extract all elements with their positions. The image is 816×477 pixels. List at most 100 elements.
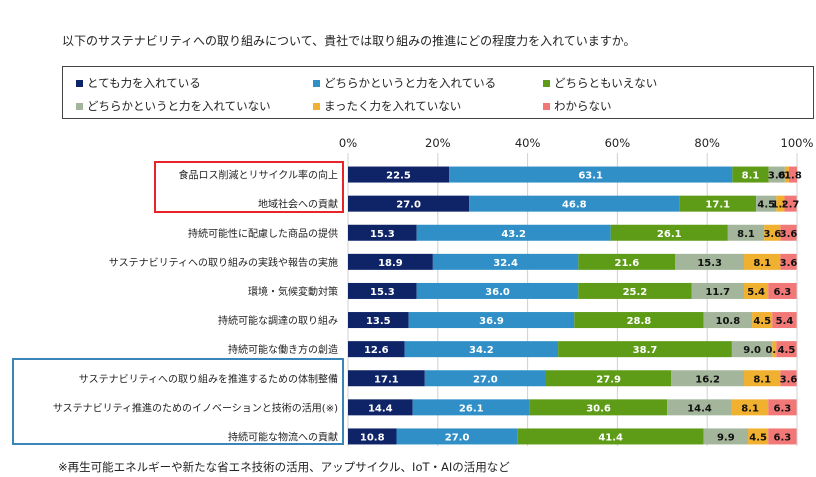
data-label: 4.5 (778, 345, 796, 356)
bar-segment (752, 312, 773, 329)
x-tick-label: 40% (515, 136, 541, 150)
bar-segment (768, 282, 797, 299)
bar-segment (517, 428, 704, 445)
bar-segment (449, 166, 733, 183)
bar-segment (578, 253, 676, 270)
data-label: 1.8 (784, 171, 802, 182)
x-tick-label: 60% (605, 136, 631, 150)
data-label: 18.9 (378, 258, 403, 269)
bar-segment (772, 312, 797, 329)
legend-item: わからない (543, 98, 612, 114)
bar-segment (731, 341, 773, 358)
data-label: 8.1 (753, 258, 771, 269)
data-label: 2.7 (782, 200, 800, 211)
data-label: 43.2 (501, 229, 526, 240)
highlight-box-blue (12, 358, 344, 445)
bar-segment (578, 282, 692, 299)
bar-segment (408, 312, 575, 329)
legend-swatch (543, 79, 550, 87)
data-label: 11.7 (705, 287, 730, 298)
bar-segment (780, 224, 797, 241)
data-label: 10.8 (716, 316, 741, 327)
data-label: 36.9 (479, 316, 504, 327)
data-label: 16.2 (695, 374, 720, 385)
bar-segment (744, 282, 769, 299)
legend-label: どちらかというと力を入れていない (87, 99, 271, 113)
bar-segment (348, 370, 425, 387)
data-label: 27.9 (596, 374, 621, 385)
category-label: 持続可能な物流への貢献 (228, 430, 338, 443)
data-label: 27.0 (396, 200, 421, 211)
data-label: 41.4 (598, 432, 623, 443)
data-label: 8.1 (741, 403, 759, 414)
data-label: 46.8 (562, 200, 587, 211)
category-label: 食品ロス削減とリサイクル率の向上 (179, 169, 339, 182)
bar-segment (667, 399, 732, 416)
data-label: 6.3 (774, 287, 792, 298)
data-label: 25.2 (623, 287, 648, 298)
bar-segment (348, 428, 397, 445)
data-label: 3.6 (763, 229, 781, 240)
bar-segment (348, 399, 413, 416)
legend-swatch (313, 79, 320, 87)
bar-segment (776, 195, 785, 212)
data-label: 13.5 (366, 316, 391, 327)
data-label: 17.1 (374, 374, 399, 385)
bar-segment (691, 282, 745, 299)
data-label: 28.8 (627, 316, 652, 327)
bar-segment (424, 370, 547, 387)
bar-segment (432, 253, 579, 270)
data-label: 4.5 (749, 432, 767, 443)
footnote: ※再生可能エネルギーや新たな省エネ技術の活用、アップサイクル、IoT・AIの活用… (58, 460, 510, 474)
bar-segment (404, 341, 559, 358)
legend-item: まったく力を入れていない (313, 98, 461, 114)
data-label: 0.9 (778, 171, 796, 182)
bar-segment (348, 224, 417, 241)
data-label: 9.9 (717, 432, 735, 443)
legend-swatch (76, 102, 83, 110)
bar-segment (776, 341, 797, 358)
bar-segment (348, 253, 433, 270)
bar-segment (412, 399, 530, 416)
data-label: 15.3 (697, 258, 722, 269)
legend-label: わからない (554, 99, 612, 113)
bar-segment (784, 166, 789, 183)
data-label: 3.6 (780, 374, 798, 385)
x-tick-label: 0% (339, 136, 357, 150)
legend-label: とても力を入れている (87, 76, 201, 90)
data-label: 14.4 (687, 403, 712, 414)
data-label: 4.5 (757, 200, 775, 211)
data-label: 1.8 (772, 200, 790, 211)
data-label: 6.3 (774, 403, 792, 414)
bar-segment (768, 428, 797, 445)
legend-item: どちらかというと力を入れていない (76, 98, 271, 114)
question-text: 以下のサステナビリティへの取り組みについて、貴社では取り組みの推進にどの程度力を… (62, 34, 636, 48)
legend-item: どちらかというと力を入れている (313, 75, 496, 91)
category-label: サステナビリティへの取り組みの実践や報告の実施 (109, 256, 338, 269)
data-label: 15.3 (370, 287, 395, 298)
bar-segment (744, 370, 781, 387)
x-tick-label: 100% (781, 136, 814, 150)
bar-segment (703, 428, 749, 445)
highlight-box-red (154, 161, 344, 213)
category-label: サステナビリティへの取り組みを推進するための体制整備 (79, 372, 338, 385)
data-label: 17.1 (705, 200, 730, 211)
bar-segment (703, 312, 753, 329)
category-label: 環境・気候変動対策 (248, 285, 338, 298)
bar-segment (610, 224, 728, 241)
bar-segment (348, 341, 405, 358)
bar-segment (727, 224, 765, 241)
bar-segment (469, 195, 680, 212)
data-label: 27.0 (445, 432, 470, 443)
bar-segment (780, 253, 797, 270)
data-label: 5.4 (776, 316, 794, 327)
data-label: 5.4 (747, 287, 765, 298)
category-label: 持続可能な調達の取り組み (218, 314, 338, 327)
bar-segment (675, 253, 745, 270)
data-label: 8.1 (742, 171, 760, 182)
category-label: 持続可能性に配慮した商品の提供 (188, 227, 338, 240)
data-label: 9.0 (743, 345, 761, 356)
legend-swatch (313, 102, 320, 110)
category-label: 持続可能な働き方の創造 (228, 343, 338, 356)
